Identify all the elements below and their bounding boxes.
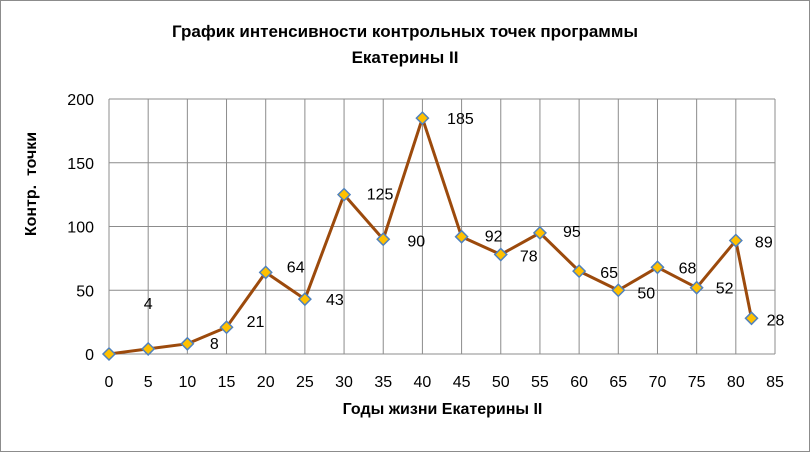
data-point-marker [493,247,508,262]
data-label: 90 [407,233,425,250]
data-label: 95 [563,224,581,241]
data-point-marker [744,311,759,326]
data-point-marker [454,229,469,244]
y-axis-label: Контр. точки [23,131,40,237]
x-tick-label: 60 [570,374,588,391]
data-label: 68 [679,260,697,277]
data-label: 28 [767,312,785,329]
data-point-marker [258,265,273,280]
data-point-marker [611,283,626,298]
data-point-marker [180,336,195,351]
y-tick-labels: 0 50 100 150 200 [67,92,94,364]
x-tick-label: 50 [492,374,510,391]
x-tick-label: 25 [296,374,314,391]
data-labels: 4 8 21 64 43 125 90 185 92 78 95 65 50 68 52 89 28 [144,111,785,353]
x-tick-label: 65 [609,374,627,391]
y-tick-label: 150 [67,156,94,173]
series-polyline [108,116,753,356]
y-tick-label: 200 [67,92,94,109]
series-line [108,116,753,356]
data-label: 4 [144,296,153,313]
x-tick-labels: 0 5 10 15 20 25 30 35 40 45 50 55 60 65 70 75 80 85 [105,374,784,391]
data-point-marker [572,264,587,279]
x-tick-label: 35 [374,374,392,391]
x-tick-label: 75 [688,374,706,391]
data-label: 64 [287,259,305,276]
x-tick-label: 20 [257,374,275,391]
x-tick-label: 85 [766,374,784,391]
x-tick-label: 80 [727,374,745,391]
x-tick-label: 55 [531,374,549,391]
data-point-marker [376,232,391,247]
data-point-marker [728,233,743,248]
data-point-marker [650,260,665,275]
data-point-marker [101,346,117,362]
data-point-marker [297,292,312,307]
data-label: 125 [367,187,394,204]
data-point-marker [415,111,430,126]
x-tick-label: 30 [335,374,353,391]
grid-lines [108,98,776,355]
chart-title-line-2: Екатерины II [351,48,459,67]
data-point-marker [532,225,548,240]
y-tick-label: 50 [76,283,94,300]
data-label: 78 [520,249,538,266]
data-point-marker [141,341,156,356]
y-tick-label: 100 [67,220,94,237]
data-label: 50 [637,285,655,302]
x-tick-label: 15 [218,374,236,391]
data-point-marker [689,280,704,295]
data-point-marker [219,320,234,335]
data-label: 92 [485,229,503,246]
data-label: 89 [755,235,773,252]
data-label: 8 [210,336,219,353]
x-tick-label: 45 [453,374,471,391]
x-tick-label: 5 [144,374,153,391]
x-axis-label: Годы жизни Екатерины II [342,401,543,418]
series-markers [101,111,759,362]
chart-title-line-1: График интенсивности контрольных точек п… [172,22,638,41]
x-tick-label: 10 [178,374,196,391]
data-label: 185 [447,111,474,128]
x-tick-label: 40 [414,374,432,391]
x-tick-label: 0 [105,374,114,391]
y-tick-label: 0 [85,347,94,364]
data-label: 43 [326,292,344,309]
data-label: 52 [716,281,734,298]
x-tick-label: 70 [649,374,667,391]
chart-title: График интенсивности контрольных точек п… [0,19,810,71]
data-point-marker [336,187,352,202]
data-label: 65 [600,265,618,282]
data-label: 21 [247,314,265,331]
